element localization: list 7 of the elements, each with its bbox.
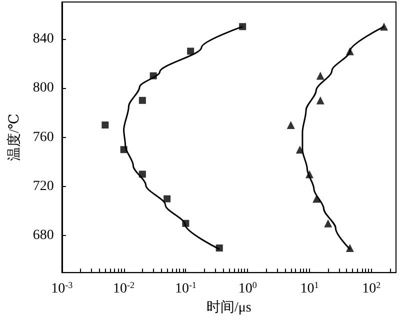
y-tick-label: 720 bbox=[32, 179, 54, 194]
y-tick-label: 840 bbox=[32, 31, 54, 46]
y-tick-label: 760 bbox=[32, 130, 54, 145]
y-tick-label: 680 bbox=[32, 228, 54, 244]
y-axis-title: 温度/℃ bbox=[6, 114, 22, 162]
x-axis-title: 时间/μs bbox=[206, 300, 252, 316]
y-tick-label: 800 bbox=[32, 80, 54, 96]
